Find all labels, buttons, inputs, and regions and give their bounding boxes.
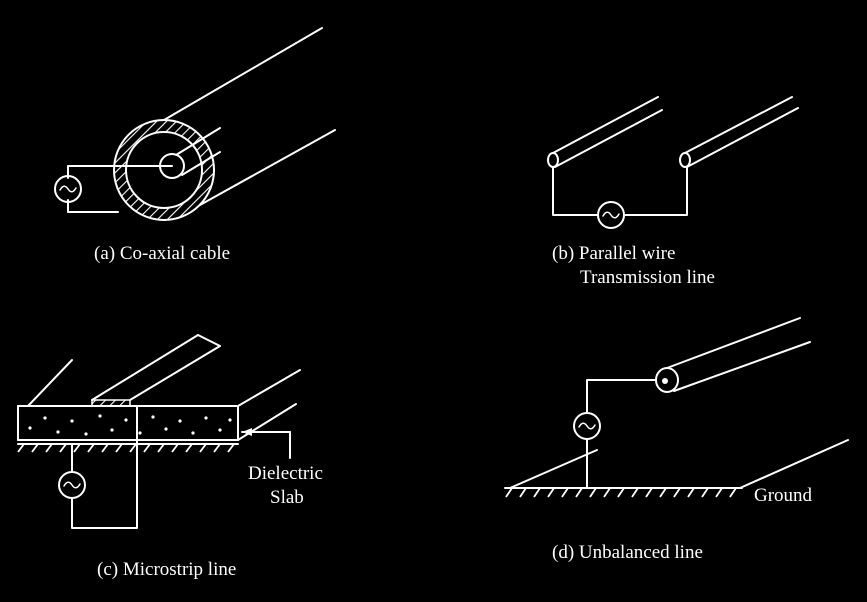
figure-unbalanced-line: Ground (d) Unbalanced line (504, 317, 849, 563)
unbalanced-wire (655, 317, 811, 393)
coax-caption: (a) Co-axial cable (94, 243, 230, 264)
microstrip-ground-plane (17, 443, 239, 453)
ac-source-icon (58, 471, 86, 499)
dielectric-label-line1: Dielectric (248, 463, 323, 484)
microstrip-conductor-strip (91, 334, 221, 407)
dielectric-pointer (241, 428, 291, 459)
coax-outer-conductor (113, 27, 336, 221)
parallel-wire-left (547, 96, 663, 168)
figure-microstrip-line: Dielectric Slab (c) Microstrip line (17, 334, 323, 580)
parallel-caption-line1: (b) Parallel wire (552, 243, 675, 264)
dielectric-slab (17, 359, 301, 441)
unbalanced-caption: (d) Unbalanced line (552, 542, 703, 563)
parallel-wire-right (679, 96, 799, 168)
ac-source-icon (573, 412, 601, 440)
unbalanced-feed-wires (586, 379, 657, 489)
dielectric-dots (28, 414, 232, 436)
ground-plane (504, 439, 849, 498)
dielectric-label-line2: Slab (270, 487, 304, 508)
ac-source-icon (54, 175, 82, 203)
ac-source-icon (597, 201, 625, 229)
parallel-feed-wires (552, 166, 688, 216)
coax-feed-wires (67, 165, 173, 213)
figure-coaxial-cable: (a) Co-axial cable (54, 27, 336, 264)
ground-label: Ground (754, 485, 813, 506)
microstrip-feed-wires (71, 405, 138, 529)
figure-parallel-wire: (b) Parallel wire Transmission line (547, 96, 799, 288)
parallel-caption-line2: Transmission line (580, 267, 715, 288)
coax-inner-conductor (159, 127, 221, 179)
microstrip-caption: (c) Microstrip line (97, 559, 236, 580)
